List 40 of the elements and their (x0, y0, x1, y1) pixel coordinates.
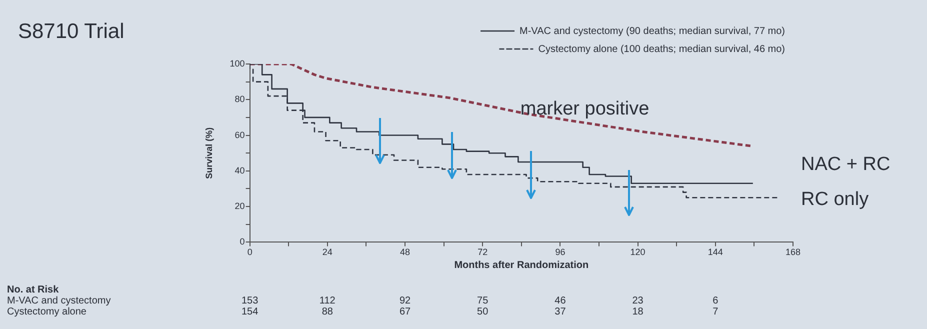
text: 75 (477, 296, 488, 306)
text: 88 (322, 306, 333, 318)
x-tick-label: 72 (478, 247, 488, 258)
legend-label: M-VAC and cystectomy (90 deaths; median survival, 77 mo) (520, 26, 786, 37)
text: 50 (477, 306, 488, 318)
text: 112 (319, 296, 336, 306)
text: 154 (241, 306, 258, 318)
text: No. at Risk (7, 284, 59, 296)
legend-label: Cystectomy alone (100 deaths; median survival, 46 mo) (538, 44, 786, 55)
line-series (250, 64, 752, 148)
y-tick-label: 80 (234, 94, 245, 104)
text: 37 (554, 306, 566, 318)
text: 7 (712, 306, 718, 318)
text: Cystectomy alone (7, 306, 86, 318)
text: 153 (241, 296, 258, 306)
text: 46 (554, 296, 566, 306)
x-tick-label: 144 (708, 247, 723, 258)
y-axis-title: Survival (%) (204, 127, 214, 179)
x-tick-label: 24 (322, 247, 332, 258)
series-label: marker positive (520, 98, 650, 120)
y-tick-label: 0 (240, 236, 245, 247)
y-tick-label: 40 (234, 165, 245, 176)
y-tick-label: 100 (230, 58, 245, 68)
text: 6 (712, 296, 718, 306)
x-axis-title: Months after Randomization (454, 260, 589, 271)
x-tick-label: 168 (785, 247, 801, 258)
text: RC only (801, 189, 869, 211)
x-tick-label: 120 (630, 247, 646, 258)
x-tick-label: 96 (555, 247, 566, 258)
text: S8710 Trial (18, 20, 124, 44)
text: M-VAC and cystectomy (7, 296, 111, 306)
text: 67 (399, 306, 411, 318)
x-tick-label: 48 (400, 247, 410, 258)
text: 18 (632, 306, 644, 318)
text: NAC + RC (801, 154, 890, 176)
text: 92 (399, 296, 411, 306)
y-tick-label: 60 (234, 130, 245, 140)
text: 23 (632, 296, 644, 306)
y-tick-label: 20 (234, 201, 245, 212)
x-tick-label: 0 (247, 247, 252, 258)
